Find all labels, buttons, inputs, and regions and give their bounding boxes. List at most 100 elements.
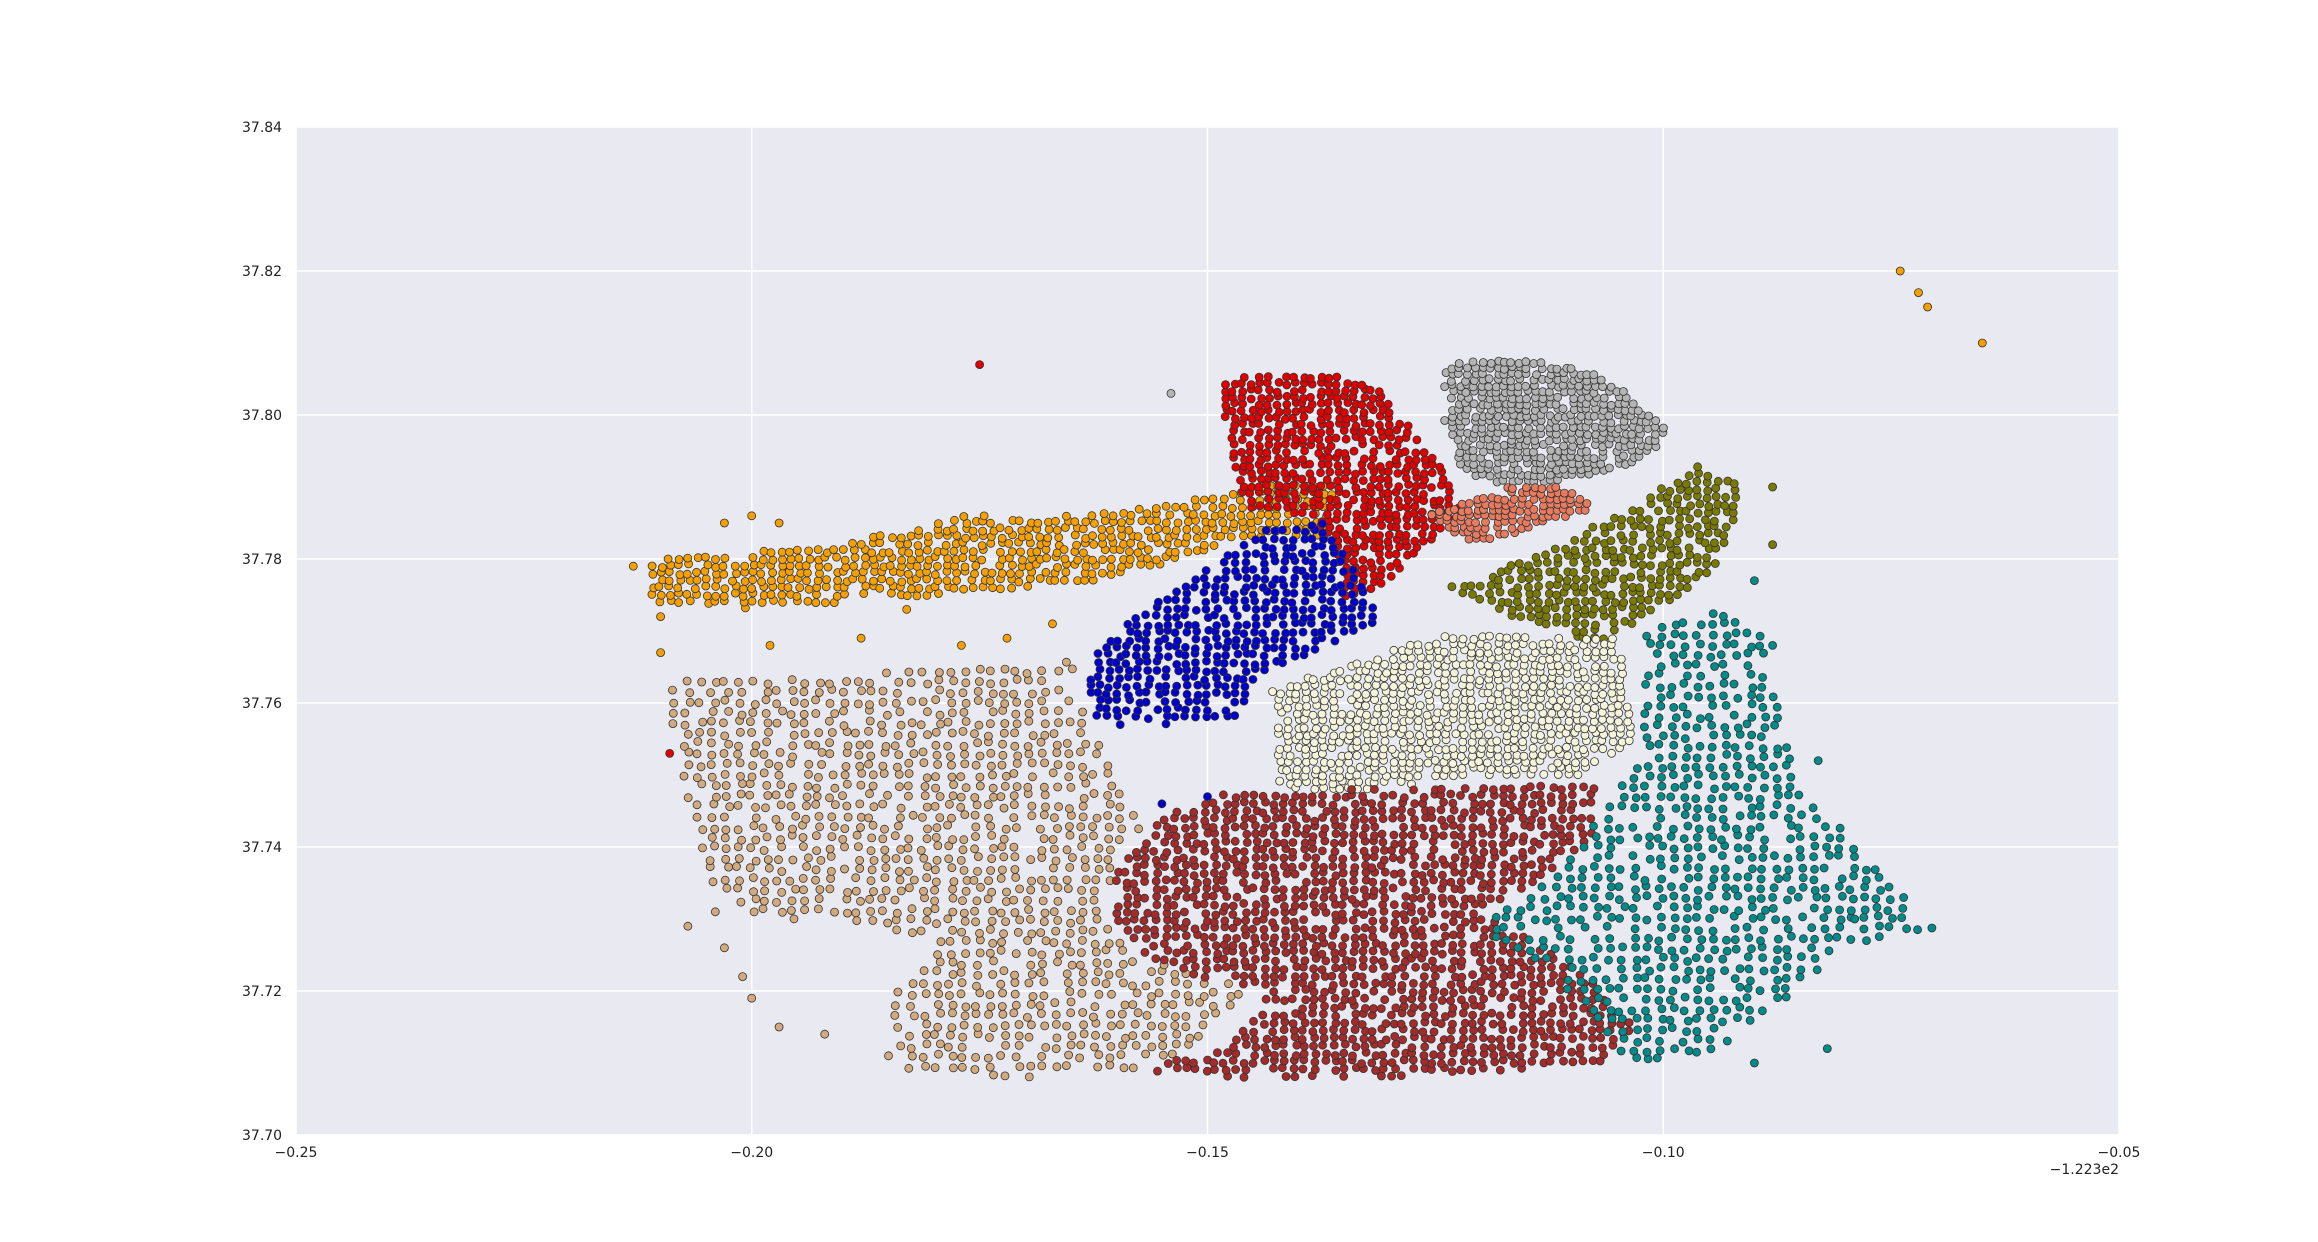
- data-point: [1427, 468, 1437, 478]
- data-point: [1692, 476, 1702, 486]
- data-point: [1039, 810, 1049, 820]
- data-point: [1269, 1063, 1278, 1073]
- data-point: [1656, 590, 1665, 599]
- data-point: [1359, 885, 1369, 895]
- data-point: [1628, 506, 1638, 516]
- data-point: [825, 679, 834, 689]
- data-point: [1053, 563, 1062, 572]
- data-point: [1415, 731, 1424, 740]
- data-point: [1024, 1072, 1034, 1082]
- data-point: [1220, 412, 1230, 422]
- data-point: [1329, 1032, 1339, 1042]
- data-point: [1387, 744, 1397, 754]
- data-point: [1051, 516, 1060, 526]
- data-point: [738, 779, 747, 788]
- data-point: [923, 907, 932, 916]
- data-point: [1571, 618, 1580, 628]
- data-point: [693, 737, 703, 746]
- data-point: [1703, 528, 1713, 538]
- data-point: [759, 546, 769, 556]
- data-point: [1326, 574, 1336, 583]
- data-point: [696, 762, 706, 772]
- data-point: [930, 1030, 939, 1039]
- data-point: [1292, 525, 1301, 535]
- data-point: [728, 576, 737, 586]
- data-point: [959, 908, 969, 918]
- data-point: [960, 916, 970, 926]
- data-point: [918, 1052, 928, 1062]
- data-point: [986, 925, 995, 934]
- data-point: [890, 741, 900, 751]
- data-point: [1368, 516, 1378, 526]
- data-point: [1141, 636, 1151, 646]
- data-point: [1387, 1071, 1396, 1081]
- data-point: [1475, 581, 1485, 591]
- data-point: [984, 1010, 993, 1019]
- data-point: [1015, 915, 1025, 925]
- data-point: [1036, 928, 1046, 937]
- data-point: [1330, 838, 1339, 848]
- data-point: [833, 576, 842, 585]
- data-point: [1290, 611, 1299, 621]
- data-point: [1173, 1063, 1182, 1073]
- data-point: [1035, 574, 1045, 583]
- data-point: [935, 710, 945, 720]
- data-point: [1342, 508, 1352, 517]
- data-point: [1259, 651, 1269, 661]
- data-point: [1336, 556, 1346, 566]
- data-point: [1290, 1072, 1300, 1082]
- data-point: [1024, 1032, 1034, 1042]
- data-point: [1302, 877, 1311, 887]
- data-point: [1503, 598, 1513, 607]
- data-point: [1289, 1064, 1299, 1073]
- data-point: [1700, 538, 1710, 548]
- data-point: [1103, 855, 1113, 865]
- data-point: [1402, 502, 1412, 512]
- data-point: [893, 688, 902, 698]
- data-point: [1010, 970, 1019, 980]
- data-point: [1040, 790, 1050, 800]
- data-point: [1511, 632, 1521, 642]
- data-point: [995, 523, 1005, 533]
- data-point: [1325, 420, 1335, 430]
- data-point: [1619, 387, 1628, 396]
- data-point: [974, 852, 983, 861]
- data-point: [1357, 400, 1367, 410]
- data-point: [759, 846, 769, 855]
- data-point: [1262, 1034, 1272, 1044]
- data-point: [1024, 699, 1034, 709]
- data-point: [1289, 488, 1299, 498]
- data-point: [1290, 651, 1300, 661]
- data-point: [1301, 814, 1311, 823]
- data-point: [999, 929, 1008, 939]
- data-point: [897, 577, 907, 587]
- data-point: [1317, 799, 1327, 809]
- data-point: [788, 741, 798, 751]
- data-point: [1002, 897, 1011, 906]
- data-point: [1226, 992, 1236, 1001]
- data-point: [1309, 995, 1319, 1004]
- data-point: [1141, 1031, 1151, 1040]
- data-point: [1407, 752, 1417, 761]
- data-point: [1051, 1010, 1061, 1020]
- data-point: [935, 813, 945, 822]
- data-point: [877, 574, 887, 584]
- data-point: [720, 812, 729, 822]
- data-point: [1702, 493, 1712, 503]
- data-point: [1280, 901, 1289, 911]
- data-point: [1309, 900, 1319, 910]
- data-point: [711, 555, 720, 564]
- data-point: [959, 707, 969, 717]
- data-point: [1089, 886, 1099, 896]
- data-point: [1638, 560, 1647, 570]
- data-point: [1008, 560, 1017, 570]
- data-point: [864, 759, 873, 769]
- data-point: [903, 843, 913, 853]
- data-point: [1335, 784, 1345, 794]
- data-point: [1513, 369, 1523, 379]
- data-point: [1169, 824, 1179, 834]
- data-point: [931, 772, 940, 781]
- data-point: [851, 873, 861, 883]
- data-point: [1360, 392, 1370, 402]
- data-point: [959, 545, 969, 555]
